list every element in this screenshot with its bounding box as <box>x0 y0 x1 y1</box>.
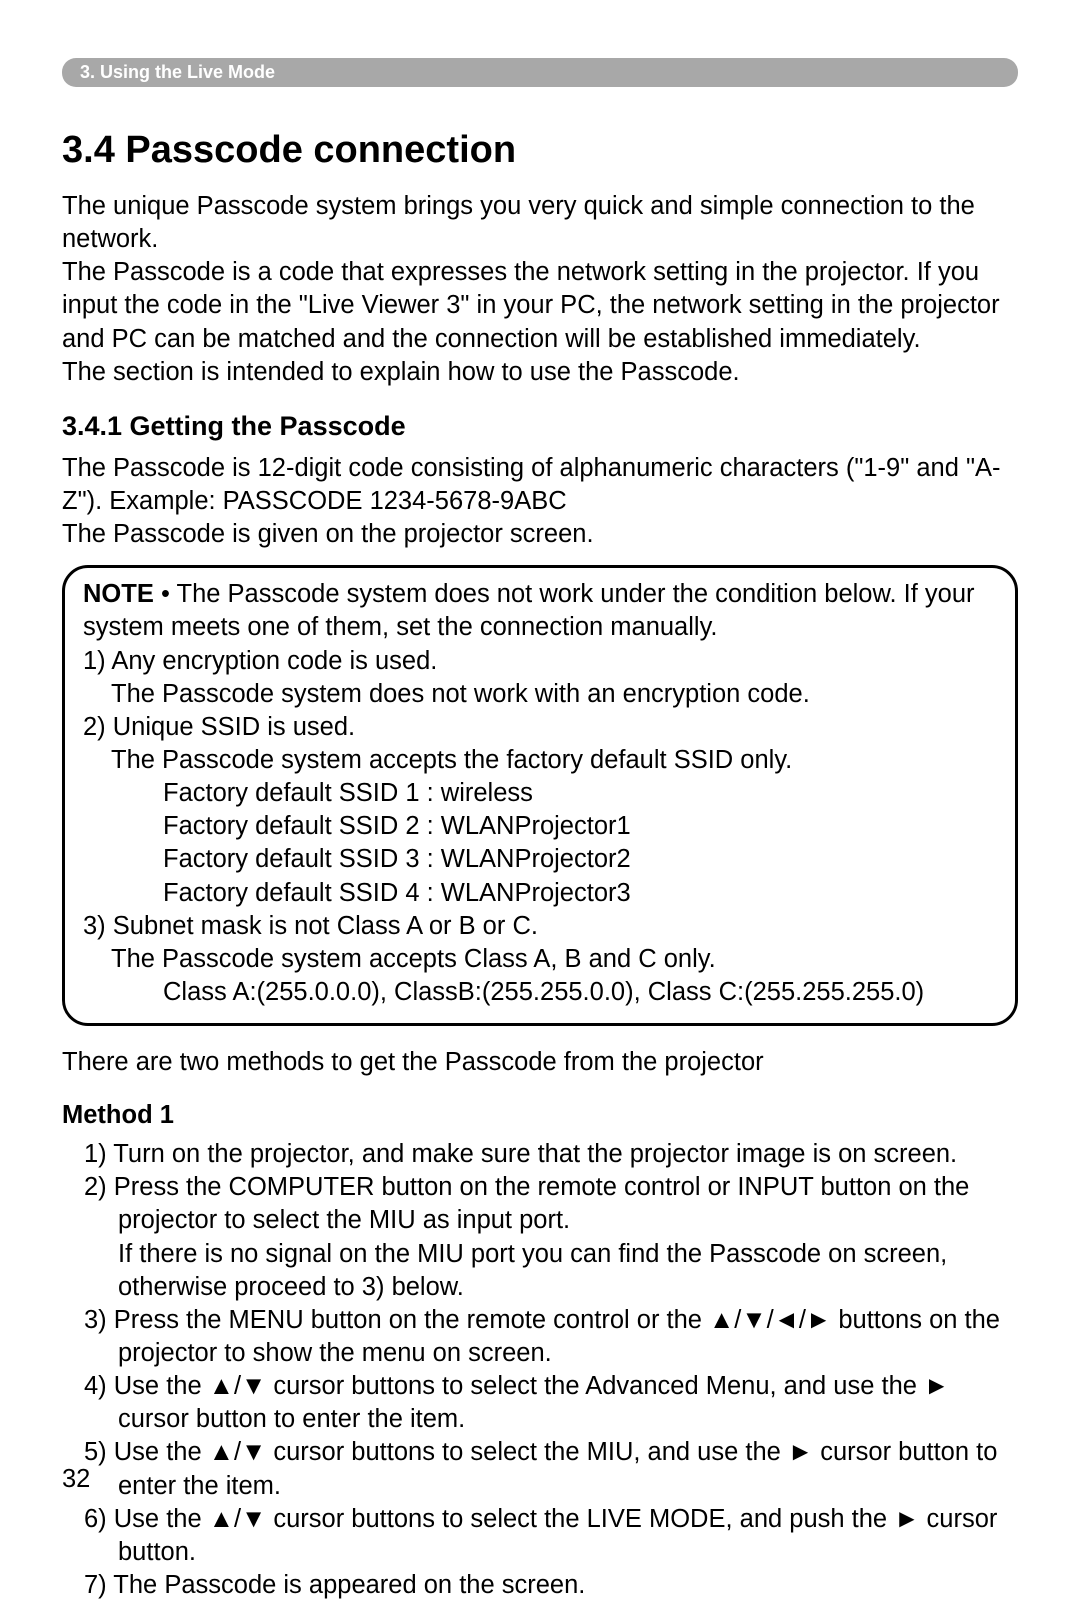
note-ssid-1: Factory default SSID 1 : wireless <box>83 777 997 810</box>
note-item-1: 1) Any encryption code is used. <box>83 645 997 678</box>
step-5: 5) Use the ▲/▼ cursor buttons to select … <box>84 1436 1018 1502</box>
note-ssid-2: Factory default SSID 2 : WLANProjector1 <box>83 810 997 843</box>
step-2b: If there is no signal on the MIU port yo… <box>84 1238 1018 1304</box>
note-ssid-4: Factory default SSID 4 : WLANProjector3 <box>83 877 997 910</box>
note-item-3b: Class A:(255.0.0.0), ClassB:(255.255.0.0… <box>83 976 997 1009</box>
method-1-steps: 1) Turn on the projector, and make sure … <box>62 1138 1018 1602</box>
note-item-1a: The Passcode system does not work with a… <box>83 678 997 711</box>
step-6: 6) Use the ▲/▼ cursor buttons to select … <box>84 1503 1018 1569</box>
intro-p1: The unique Passcode system brings you ve… <box>62 190 1018 256</box>
subsection-heading: 3.4.1 Getting the Passcode <box>62 411 1018 442</box>
note-item-2a: The Passcode system accepts the factory … <box>83 744 997 777</box>
intro-p2: The Passcode is a code that expresses th… <box>62 256 1018 355</box>
note-box: NOTE • The Passcode system does not work… <box>62 565 1018 1026</box>
note-ssid-3: Factory default SSID 3 : WLANProjector2 <box>83 843 997 876</box>
intro-block: The unique Passcode system brings you ve… <box>62 190 1018 389</box>
step-2: 2) Press the COMPUTER button on the remo… <box>84 1171 1018 1237</box>
section-banner: 3. Using the Live Mode <box>62 58 1018 87</box>
page-title: 3.4 Passcode connection <box>62 129 1018 172</box>
method-1-title: Method 1 <box>62 1101 1018 1130</box>
note-lead-body: • The Passcode system does not work unde… <box>83 580 975 641</box>
note-item-3: 3) Subnet mask is not Class A or B or C. <box>83 910 997 943</box>
step-3: 3) Press the MENU button on the remote c… <box>84 1304 1018 1370</box>
step-1: 1) Turn on the projector, and make sure … <box>84 1138 1018 1171</box>
subsection-body: The Passcode is 12-digit code consisting… <box>62 452 1018 551</box>
methods-intro: There are two methods to get the Passcod… <box>62 1048 1018 1077</box>
subsection-p1: The Passcode is 12-digit code consisting… <box>62 452 1018 518</box>
step-4: 4) Use the ▲/▼ cursor buttons to select … <box>84 1370 1018 1436</box>
intro-p3: The section is intended to explain how t… <box>62 356 1018 389</box>
note-item-2: 2) Unique SSID is used. <box>83 711 997 744</box>
page-number: 32 <box>62 1465 90 1494</box>
note-label: NOTE <box>83 580 154 608</box>
note-item-3a: The Passcode system accepts Class A, B a… <box>83 943 997 976</box>
subsection-p2: The Passcode is given on the projector s… <box>62 518 1018 551</box>
note-lead: NOTE • The Passcode system does not work… <box>83 578 997 644</box>
step-7: 7) The Passcode is appeared on the scree… <box>84 1569 1018 1602</box>
